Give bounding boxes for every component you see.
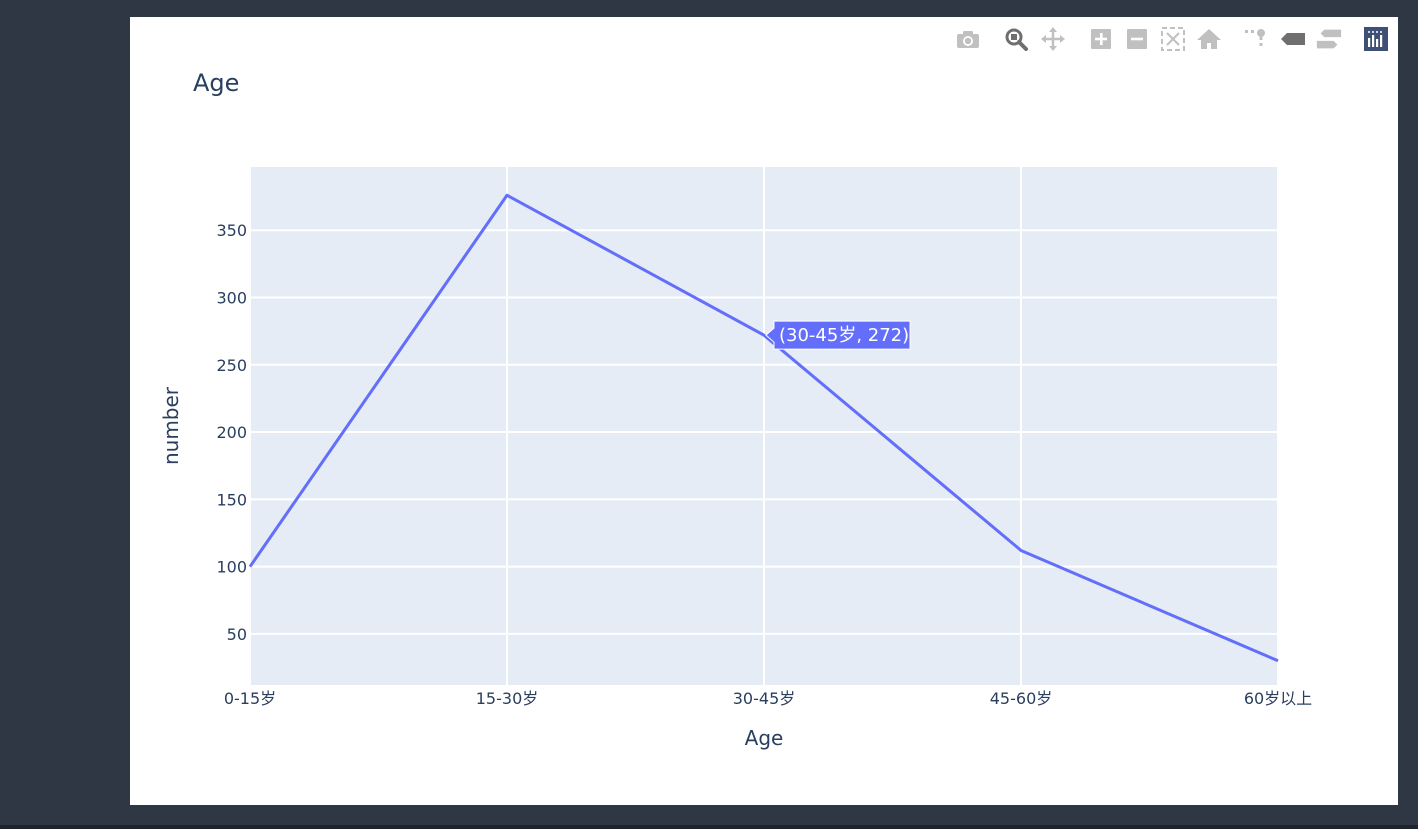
data-point[interactable]	[242, 559, 258, 575]
plot-panel: Age 50 100 150 200 250 300 350 0-15岁 15-30岁 30-4…	[130, 17, 1398, 805]
y-tick-label: 150	[216, 490, 247, 509]
modebar	[130, 17, 1398, 61]
camera-button[interactable]	[954, 26, 982, 52]
chart-title: Age	[193, 69, 239, 97]
spike-lines-icon	[1245, 29, 1265, 46]
camera-icon	[957, 31, 979, 48]
y-tick-label: 250	[216, 356, 247, 375]
line-chart[interactable]: Age 50 100 150 200 250 300 350 0-15岁 15-30岁 30-4…	[130, 17, 1398, 805]
hover-tooltip: (30-45岁, 272)	[765, 320, 911, 350]
hover-label-box	[765, 320, 911, 350]
series-line	[248, 193, 1279, 663]
reset-axes-button[interactable]	[1195, 26, 1223, 52]
zoom-out-icon	[1127, 29, 1147, 49]
x-tick-label: 60岁以上	[1244, 689, 1312, 708]
autoscale-button[interactable]	[1159, 26, 1187, 52]
x-tick-label: 30-45岁	[733, 689, 796, 708]
x-tick-label: 0-15岁	[224, 689, 276, 708]
y-tick-label: 100	[216, 558, 247, 577]
y-tick-label: 350	[216, 221, 247, 240]
zoom-icon	[1005, 28, 1028, 51]
pan-icon	[1041, 27, 1065, 51]
zoom-out-button[interactable]	[1123, 26, 1151, 52]
y-tick-label: 50	[227, 625, 247, 644]
data-point[interactable]	[499, 187, 515, 203]
hover-compare-button[interactable]	[1315, 26, 1343, 52]
window-bottom-strip	[0, 825, 1418, 829]
y-tick-label: 200	[216, 423, 247, 442]
autoscale-icon	[1161, 27, 1185, 51]
data-point[interactable]	[1270, 653, 1286, 669]
data-point[interactable]	[1013, 542, 1029, 558]
zoom-in-icon	[1091, 29, 1111, 49]
plotly-logo-icon	[1364, 27, 1388, 51]
pan-button[interactable]	[1039, 26, 1067, 52]
reset-axes-icon	[1197, 29, 1221, 49]
x-tick-label: 15-30岁	[476, 689, 539, 708]
x-axis-title: Age	[745, 726, 784, 750]
hover-closest-button[interactable]	[1279, 26, 1307, 52]
zoom-button[interactable]	[1003, 26, 1031, 52]
spike-lines-button[interactable]	[1241, 26, 1269, 52]
zoom-in-button[interactable]	[1087, 26, 1115, 52]
hover-closest-icon	[1281, 33, 1305, 45]
y-tick-label: 300	[216, 289, 247, 308]
x-tick-label: 45-60岁	[990, 689, 1053, 708]
plotly-logo-button[interactable]	[1362, 26, 1390, 52]
hover-compare-icon	[1316, 29, 1342, 49]
y-axis-title: number	[159, 386, 183, 465]
hover-label-text: (30-45岁, 272)	[779, 325, 909, 346]
